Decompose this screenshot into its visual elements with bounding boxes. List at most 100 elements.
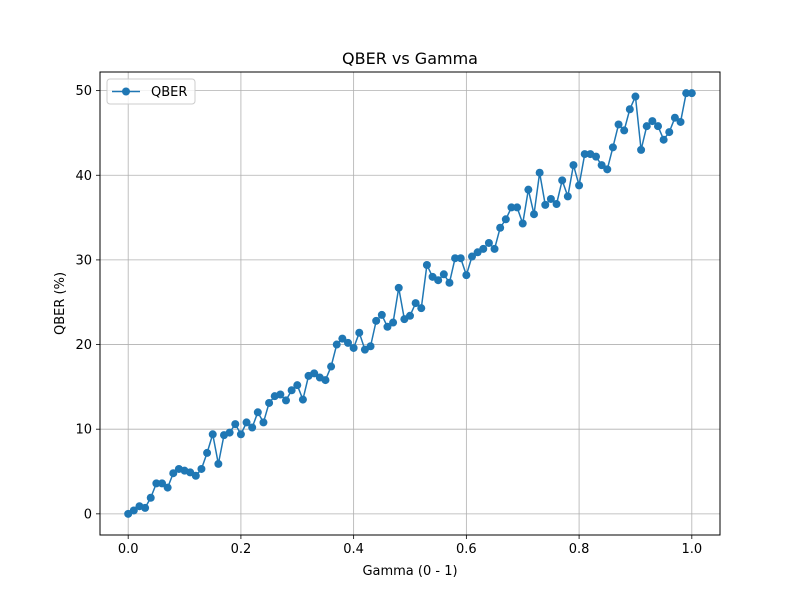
data-point xyxy=(349,343,358,352)
data-point xyxy=(214,459,223,468)
data-point xyxy=(293,381,302,390)
data-point xyxy=(479,244,488,253)
data-point xyxy=(592,152,600,161)
data-point xyxy=(208,430,217,439)
data-point xyxy=(687,89,696,98)
plot-frame xyxy=(99,71,721,536)
data-point xyxy=(383,322,392,331)
x-tick-label: 0.4 xyxy=(343,542,364,557)
data-point xyxy=(456,254,465,263)
data-point xyxy=(682,89,691,98)
data-point xyxy=(298,395,307,404)
y-tick-label: 10 xyxy=(75,423,92,438)
data-point xyxy=(366,342,375,351)
data-point xyxy=(197,464,206,473)
y-axis-label: QBER (%) xyxy=(53,272,68,335)
data-point xyxy=(389,318,398,327)
x-tick-label: 0.6 xyxy=(456,542,477,557)
data-point xyxy=(552,200,561,209)
data-point xyxy=(141,503,150,512)
data-point xyxy=(659,135,668,144)
data-point xyxy=(462,271,471,280)
data-point xyxy=(338,334,347,343)
data-point xyxy=(451,254,460,263)
data-point xyxy=(287,386,296,395)
data-point xyxy=(248,423,257,432)
data-point xyxy=(152,479,161,488)
data-point xyxy=(518,219,527,228)
data-point xyxy=(265,398,274,407)
data-point xyxy=(507,203,516,212)
data-point xyxy=(637,145,646,154)
data-point xyxy=(422,260,431,269)
data-point xyxy=(332,340,341,349)
data-point xyxy=(417,304,426,313)
data-point xyxy=(439,270,448,279)
data-point xyxy=(563,192,572,201)
data-point xyxy=(468,252,476,261)
legend: QBER xyxy=(106,78,196,105)
data-point xyxy=(129,506,138,515)
data-point xyxy=(490,244,499,253)
data-point xyxy=(670,113,679,122)
data-point xyxy=(445,278,454,287)
data-point xyxy=(535,168,544,177)
data-point xyxy=(355,328,364,337)
data-point xyxy=(513,203,522,212)
data-point xyxy=(146,493,155,502)
y-tick-label: 0 xyxy=(84,507,92,522)
data-point xyxy=(603,165,612,174)
data-point xyxy=(411,299,420,308)
data-point xyxy=(310,369,319,378)
x-tick-label: 0.8 xyxy=(569,542,590,557)
x-tick-label: 0.0 xyxy=(118,542,139,557)
y-tick-label: 40 xyxy=(75,169,92,184)
data-point xyxy=(614,120,623,129)
data-point xyxy=(231,420,240,429)
data-point xyxy=(575,181,584,190)
data-point xyxy=(631,92,640,101)
data-point xyxy=(276,390,285,399)
data-point xyxy=(203,448,212,457)
plot-area xyxy=(100,72,720,535)
data-point xyxy=(530,210,538,219)
data-point xyxy=(394,283,403,292)
data-point xyxy=(169,469,178,478)
x-axis-label: Gamma (0 - 1) xyxy=(362,564,457,579)
data-point xyxy=(377,310,386,319)
axis-ticks: 0.0 0.2 0.4 0.6 0.8 1.0 0 10 20 30 40 50 xyxy=(75,84,702,557)
data-point xyxy=(558,176,567,185)
data-point xyxy=(259,418,268,427)
data-point xyxy=(236,430,245,439)
data-point xyxy=(321,376,330,385)
data-point xyxy=(524,185,533,194)
data-point xyxy=(242,418,251,427)
data-point xyxy=(597,161,606,170)
legend-label: QBER xyxy=(151,85,187,100)
data-point xyxy=(625,105,634,114)
data-point xyxy=(327,362,336,371)
data-point xyxy=(665,128,674,137)
data-point xyxy=(496,223,505,232)
data-point xyxy=(158,479,166,488)
data-point xyxy=(501,215,510,224)
data-point xyxy=(676,117,685,126)
data-point xyxy=(580,150,589,159)
data-point xyxy=(282,396,290,405)
data-point xyxy=(163,483,172,492)
data-point xyxy=(648,117,657,126)
y-tick-label: 50 xyxy=(75,84,92,99)
data-point xyxy=(372,316,381,325)
data-point xyxy=(608,143,617,152)
x-tick-label: 1.0 xyxy=(681,542,702,557)
data-point xyxy=(569,161,578,170)
data-point xyxy=(253,408,262,417)
data-point xyxy=(541,200,550,209)
legend-point-marker xyxy=(122,87,130,96)
y-tick-label: 30 xyxy=(75,253,92,268)
grid-lines xyxy=(100,72,720,535)
legend-box xyxy=(106,78,196,105)
data-point xyxy=(191,471,200,480)
data-point xyxy=(484,238,493,247)
